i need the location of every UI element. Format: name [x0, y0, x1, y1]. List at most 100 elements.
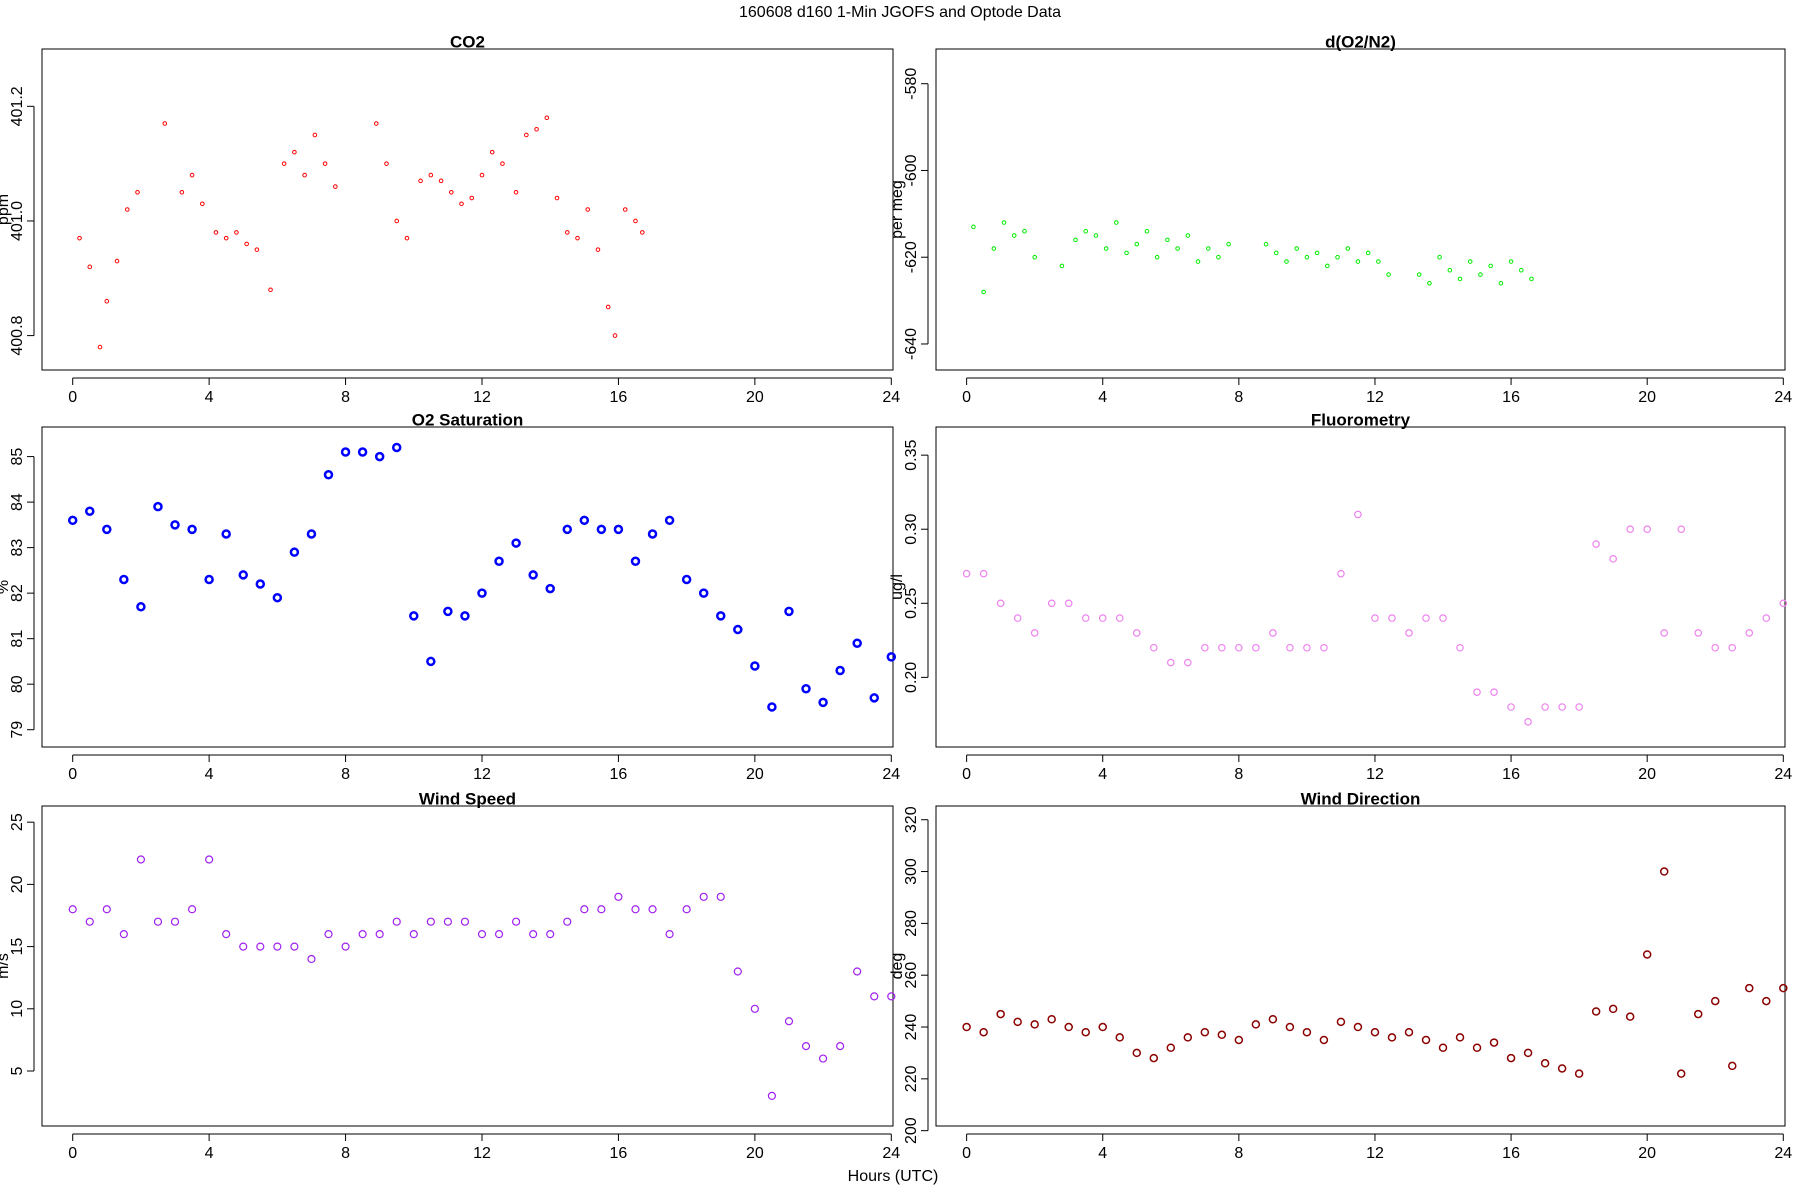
data-point	[204, 574, 214, 585]
data-point	[1405, 629, 1413, 637]
x-tick-label: 20	[746, 766, 764, 783]
data-point	[648, 905, 657, 914]
x-tick-label: 8	[1234, 1145, 1243, 1162]
y-tick-label: 400.8	[9, 315, 26, 355]
data-point	[1625, 1012, 1635, 1021]
plot-frame	[935, 805, 1786, 1127]
data-point	[136, 602, 146, 612]
data-point	[528, 570, 538, 580]
data-point	[836, 1042, 845, 1051]
data-point	[767, 702, 777, 712]
x-tick-label: 0	[962, 766, 971, 783]
y-tick-label: 260	[903, 962, 920, 989]
data-point	[1557, 1064, 1567, 1073]
data-point	[292, 149, 297, 155]
plot-frame	[41, 805, 894, 1127]
data-point	[529, 930, 538, 939]
data-point	[1676, 1069, 1686, 1078]
data-point	[290, 942, 299, 951]
data-point	[494, 930, 504, 939]
data-point	[1762, 996, 1771, 1006]
data-point	[1325, 263, 1330, 269]
data-point	[1336, 1017, 1346, 1027]
data-point	[85, 917, 94, 926]
data-point	[85, 506, 95, 516]
data-point	[222, 930, 231, 939]
data-point	[614, 892, 623, 901]
plot-frame	[41, 426, 894, 748]
x-tick-label: 0	[962, 1145, 971, 1162]
data-point	[1175, 246, 1180, 251]
data-point	[302, 172, 307, 178]
data-point	[238, 570, 248, 580]
data-point	[554, 195, 560, 201]
data-point	[1609, 555, 1617, 563]
data-point	[322, 161, 328, 166]
data-point	[1354, 510, 1362, 519]
data-point	[323, 470, 334, 480]
y-tick-label: 0.25	[903, 588, 920, 619]
x-tick-label: 20	[746, 1145, 764, 1162]
data-point	[426, 656, 436, 667]
panel-title: d(O2/N2)	[1325, 32, 1396, 51]
data-point	[1416, 272, 1422, 277]
data-point	[392, 917, 401, 926]
data-point	[460, 917, 470, 926]
data-point	[1694, 629, 1703, 637]
data-point	[306, 529, 317, 539]
data-point	[996, 1009, 1005, 1019]
data-point	[409, 930, 418, 939]
data-point	[1677, 525, 1686, 534]
data-point	[1592, 540, 1600, 548]
data-point	[1184, 658, 1192, 667]
data-point	[1073, 237, 1078, 243]
x-tick-label: 12	[473, 1145, 491, 1162]
data-point	[1083, 228, 1089, 234]
data-point	[853, 967, 862, 976]
data-point	[1642, 950, 1652, 959]
data-point	[750, 661, 760, 671]
data-point	[971, 224, 976, 230]
y-tick-label: 84	[9, 493, 26, 511]
data-point	[1371, 614, 1379, 622]
data-point	[1711, 643, 1720, 652]
data-point	[1319, 1035, 1329, 1045]
data-point	[962, 569, 971, 578]
x-tick-label: 24	[1774, 766, 1792, 783]
data-point	[1660, 629, 1669, 637]
data-point	[189, 172, 195, 178]
y-axis-label: ug/l	[889, 574, 906, 600]
x-tick-label: 4	[1098, 1145, 1107, 1162]
data-point	[1728, 643, 1737, 652]
data-point	[460, 611, 470, 621]
data-point	[1144, 228, 1150, 234]
data-point	[640, 230, 645, 235]
data-point	[869, 693, 879, 703]
data-point	[1252, 643, 1260, 652]
data-point	[153, 917, 163, 926]
data-point	[605, 304, 611, 310]
data-point	[962, 1022, 971, 1032]
x-tick-label: 8	[1234, 766, 1243, 783]
data-point	[1200, 1027, 1210, 1037]
x-tick-label: 16	[1502, 766, 1520, 783]
data-point	[1498, 280, 1504, 286]
data-point	[1081, 614, 1090, 622]
data-point	[1064, 599, 1073, 608]
data-point	[1132, 1048, 1142, 1058]
data-point	[665, 930, 674, 939]
data-point	[136, 855, 146, 864]
data-point	[1154, 254, 1160, 260]
data-point	[1386, 272, 1391, 277]
plot-frame	[935, 426, 1786, 748]
data-point	[1011, 233, 1017, 238]
y-tick-label: 200	[903, 1117, 920, 1144]
data-point	[1345, 246, 1351, 251]
data-point	[281, 161, 287, 166]
data-point	[1114, 220, 1119, 225]
data-point	[239, 942, 248, 951]
y-tick-label: 320	[903, 806, 920, 833]
data-point	[97, 344, 103, 350]
x-tick-label: 16	[610, 766, 628, 783]
